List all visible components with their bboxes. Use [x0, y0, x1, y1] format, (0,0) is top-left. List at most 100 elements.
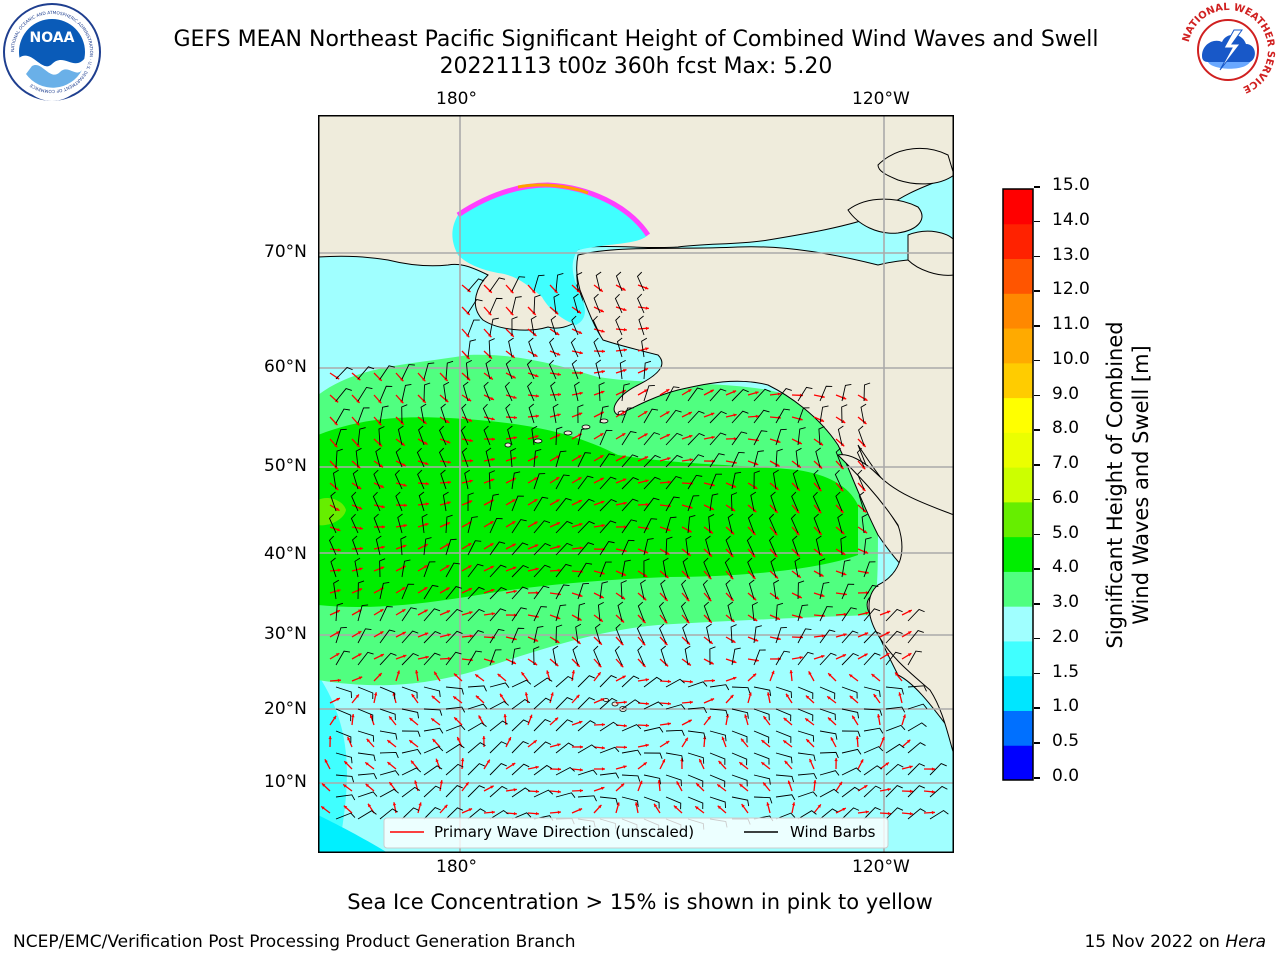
wave-arrow-head	[840, 509, 844, 513]
wave-arrow-head	[830, 737, 834, 741]
wave-arrow-head	[686, 575, 690, 579]
wave-arrow-head	[557, 790, 561, 794]
footer-date: 15 Nov 2022 on Hera	[1084, 932, 1266, 952]
wind-barb	[709, 388, 727, 402]
wave-arrow-head	[373, 692, 378, 696]
wave-arrow-head	[887, 811, 891, 816]
colorbar-swatch	[1003, 745, 1033, 781]
wind-barb	[797, 628, 812, 644]
legend-wind-barbs: Wind Barbs	[790, 823, 876, 841]
wind-barb	[445, 706, 466, 713]
wind-barb	[467, 516, 478, 534]
colorbar-tick-mark	[1034, 290, 1040, 292]
wind-barb	[621, 749, 642, 756]
wind-barb	[750, 491, 757, 512]
wave-arrow-head	[557, 545, 561, 549]
wind-barb	[753, 450, 764, 468]
colorbar-tick-mark	[1034, 568, 1040, 570]
wind-barb	[467, 703, 488, 710]
wave-arrow-head	[689, 680, 693, 684]
wind-barb	[462, 381, 469, 402]
wind-barb	[555, 719, 574, 732]
wind-barb	[840, 536, 847, 556]
wind-barb	[768, 513, 777, 534]
wind-barb	[753, 796, 773, 804]
wind-barb	[841, 384, 852, 402]
arctic-sea	[452, 185, 648, 325]
wind-barb	[335, 774, 355, 783]
colorbar-swatch	[1003, 223, 1033, 260]
wave-arrow-head	[571, 670, 575, 674]
wave-band-1-5m	[318, 675, 347, 853]
wind-barb	[682, 623, 689, 644]
wind-barb	[621, 675, 640, 688]
wave-arrow-head	[512, 375, 516, 379]
wave-arrow-head	[688, 411, 692, 415]
wind-barb	[724, 557, 733, 578]
wave-band-5m	[318, 498, 346, 526]
wind-barb	[533, 697, 552, 710]
wind-barb	[636, 293, 645, 314]
wave-arrow-head	[469, 459, 473, 463]
wind-barb	[489, 277, 506, 292]
wave-arrow-head	[753, 617, 758, 621]
wind-barb	[375, 447, 381, 468]
colorbar-title-line1: Significant Height of Combined	[1103, 321, 1127, 649]
wave-arrow-head	[798, 441, 802, 445]
wind-barb	[751, 601, 758, 622]
wind-barb	[357, 604, 369, 622]
wave-arrow-head	[379, 609, 384, 613]
wind-barb	[335, 366, 353, 380]
wind-barb	[819, 730, 838, 740]
wave-arrow-head	[623, 700, 627, 704]
wind-barb	[357, 386, 373, 402]
wind-barb	[423, 746, 444, 754]
wind-barb	[533, 520, 551, 534]
wave-arrow-head	[557, 392, 561, 397]
wind-barb	[731, 708, 749, 719]
wind-barb	[467, 630, 484, 644]
wave-arrow-head	[347, 736, 351, 741]
wave-arrow-head	[842, 654, 847, 658]
wind-barb	[533, 764, 553, 776]
wave-arrow-head	[886, 631, 890, 635]
wind-barb	[555, 792, 576, 798]
wave-arrow-head	[554, 717, 559, 721]
wind-barb	[775, 626, 787, 644]
wave-arrow-head	[907, 653, 912, 657]
wind-barb	[794, 557, 801, 578]
wave-arrow-head	[796, 553, 800, 557]
wind-barb	[753, 649, 766, 666]
wind-barb	[619, 359, 626, 380]
wind-barb	[467, 650, 482, 666]
wave-arrow-head	[358, 588, 363, 592]
wind-barb	[533, 741, 552, 754]
wave-arrow-head	[881, 736, 885, 741]
wind-barb	[841, 807, 860, 820]
wave-arrow-head	[454, 717, 458, 721]
wave-arrow-head	[490, 396, 494, 400]
wind-barb	[792, 469, 799, 490]
wind-barb	[330, 491, 337, 512]
colorbar-ticks: 0.0 0.5 1.0 1.5 2.0 3.0 4.0 5.0 6.0 7.0 8.0 9.0 10.0…	[1034, 175, 1104, 790]
wind-barb	[511, 627, 525, 644]
wind-barb	[571, 359, 579, 380]
wind-barb	[687, 387, 704, 402]
wind-barb	[555, 520, 573, 534]
wave-arrow-head	[664, 597, 668, 601]
wind-barb	[841, 686, 858, 699]
wave-arrow-head	[667, 480, 671, 484]
wave-arrow-head	[355, 694, 359, 698]
wave-arrow-head	[667, 722, 671, 726]
wave-arrow-head	[710, 389, 714, 393]
wave-arrow-head	[445, 419, 450, 423]
wind-barb	[379, 558, 386, 578]
wind-barb	[643, 558, 650, 578]
wind-barb	[929, 763, 947, 776]
wave-arrow-head	[664, 641, 668, 646]
wave-arrow-head	[344, 761, 348, 765]
footer-host: Hera	[1225, 932, 1266, 952]
wind-barb	[511, 740, 529, 754]
wave-arrow-head	[380, 566, 385, 570]
wind-barb	[731, 471, 742, 490]
